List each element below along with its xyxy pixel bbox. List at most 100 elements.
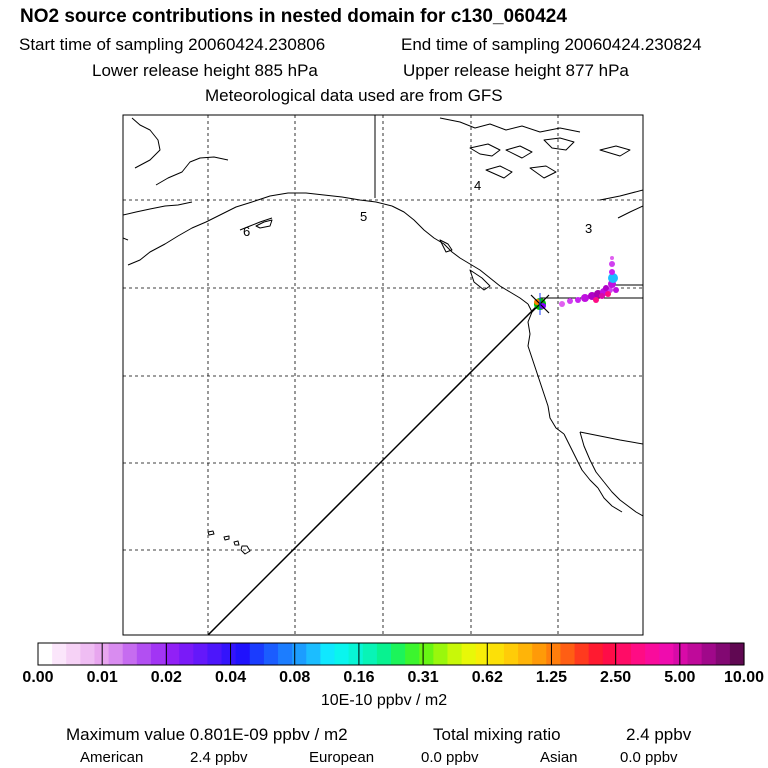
colorbar-swatch — [193, 643, 209, 665]
colorbar-swatch — [659, 643, 674, 665]
plume-dot — [593, 297, 599, 303]
lower-release-label: Lower release height 885 hPa — [92, 61, 318, 80]
plume-dot — [599, 293, 605, 299]
source-plume — [559, 256, 619, 307]
colorbar-tick-label: 0.31 — [407, 669, 439, 686]
plume-dot — [610, 256, 614, 260]
upper-release-label: Upper release height 877 hPa — [403, 61, 629, 80]
colorbar-swatch — [631, 643, 646, 665]
colorbar-swatch — [461, 643, 477, 665]
total-mixing-value: 2.4 ppbv — [626, 725, 692, 744]
colorbar-swatch — [574, 643, 590, 665]
end-time-label: End time of sampling 20060424.230824 — [401, 35, 702, 54]
map-title: NO2 source contributions in nested domai… — [20, 6, 567, 27]
colorbar-tick-label: 5.00 — [664, 669, 696, 686]
colorbar-swatch — [263, 643, 279, 665]
colorbar-swatch — [532, 643, 547, 665]
colorbar-tick-label: 1.25 — [535, 669, 568, 686]
colorbar-swatch — [503, 643, 519, 665]
colorbar-swatch — [518, 643, 533, 665]
colorbar-swatch — [715, 643, 731, 665]
colorbar-swatch — [249, 643, 265, 665]
colorbar-tick-label: 10.00 — [723, 669, 765, 686]
colorbar — [38, 643, 745, 665]
colorbar-swatch — [136, 643, 152, 665]
colorbar-swatch — [52, 643, 67, 665]
colorbar-swatch — [207, 643, 223, 665]
asian-value: 0.0 ppbv — [620, 749, 678, 766]
colorbar-swatch — [489, 643, 505, 665]
total-mixing-label: Total mixing ratio — [433, 725, 561, 744]
colorbar-swatch — [433, 643, 449, 665]
colorbar-tick-label: 0.16 — [343, 669, 375, 686]
colorbar-swatch — [560, 643, 576, 665]
colorbar-swatch — [475, 643, 491, 665]
colorbar-swatch — [602, 643, 618, 665]
colorbar-swatch — [38, 643, 53, 665]
region-label-5: 6 — [243, 224, 250, 239]
region-label-2: 3 — [585, 221, 592, 236]
colorbar-dividers — [101, 643, 681, 665]
colorbar-swatch — [673, 643, 689, 665]
american-value: 2.4 ppbv — [190, 749, 248, 766]
colorbar-tick-label: 0.02 — [150, 669, 182, 686]
region-label-4: 5 — [360, 209, 367, 224]
colorbar-swatch — [391, 643, 406, 665]
plume-dot — [613, 287, 619, 293]
colorbar-swatch — [334, 643, 350, 665]
max-value-label: Maximum value 0.801E-09 ppbv / m2 — [66, 725, 348, 744]
colorbar-swatch — [546, 643, 562, 665]
colorbar-swatch — [221, 643, 237, 665]
colorbar-swatch — [320, 643, 336, 665]
region-label-3: 4 — [474, 178, 481, 193]
colorbar-swatch — [179, 643, 194, 665]
plume-dot — [605, 291, 611, 297]
plume-dot — [567, 298, 573, 304]
colorbar-swatch — [348, 643, 364, 665]
colorbar-swatch — [447, 643, 463, 665]
colorbar-swatch — [80, 643, 96, 665]
plume-dot — [608, 273, 618, 283]
colorbar-swatch — [645, 643, 660, 665]
colorbar-swatch — [66, 643, 81, 665]
colorbar-frame — [37, 642, 745, 666]
colorbar-swatch — [616, 643, 632, 665]
colorbar-units: 10E-10 ppbv / m2 — [320, 692, 448, 709]
european-value: 0.0 ppbv — [421, 749, 479, 766]
colorbar-swatch — [376, 643, 392, 665]
colorbar-swatch — [701, 643, 717, 665]
plume-dot — [609, 269, 615, 275]
colorbar-tick-label: 0.01 — [86, 669, 118, 686]
colorbar-swatch — [729, 643, 745, 665]
colorbar-swatch — [278, 643, 293, 665]
colorbar-tick-label: 0.08 — [279, 669, 311, 686]
colorbar-swatch — [362, 643, 378, 665]
colorbar-swatch — [306, 643, 321, 665]
flight-track-line — [207, 302, 541, 635]
plume-dot — [575, 297, 581, 303]
receptor-marker — [530, 293, 550, 315]
colorbar-swatch — [165, 643, 180, 665]
american-label: American — [80, 749, 144, 766]
european-label: European — [309, 749, 375, 766]
colorbar-swatch — [588, 643, 604, 665]
colorbar-swatch — [122, 643, 138, 665]
grid-lines — [123, 115, 643, 635]
colorbar-tick-label: 0.04 — [214, 669, 247, 686]
colorbar-swatch — [419, 643, 434, 665]
start-time-label: Start time of sampling 20060424.230806 — [19, 35, 326, 54]
colorbar-tick-label: 0.62 — [471, 669, 503, 686]
colorbar-tick-label: 0.00 — [22, 669, 54, 686]
asian-label: Asian — [540, 749, 578, 766]
colorbar-swatch — [292, 643, 307, 665]
plume-dot — [609, 261, 615, 267]
plume-dot — [581, 294, 589, 302]
colorbar-swatch — [108, 643, 124, 665]
colorbar-swatch — [405, 643, 420, 665]
colorbar-swatch — [235, 643, 251, 665]
colorbar-swatch — [150, 643, 166, 665]
colorbar-swatch — [687, 643, 703, 665]
colorbar-tick-label: 2.50 — [600, 669, 632, 686]
met-data-label: Meteorological data used are from GFS — [205, 86, 503, 105]
